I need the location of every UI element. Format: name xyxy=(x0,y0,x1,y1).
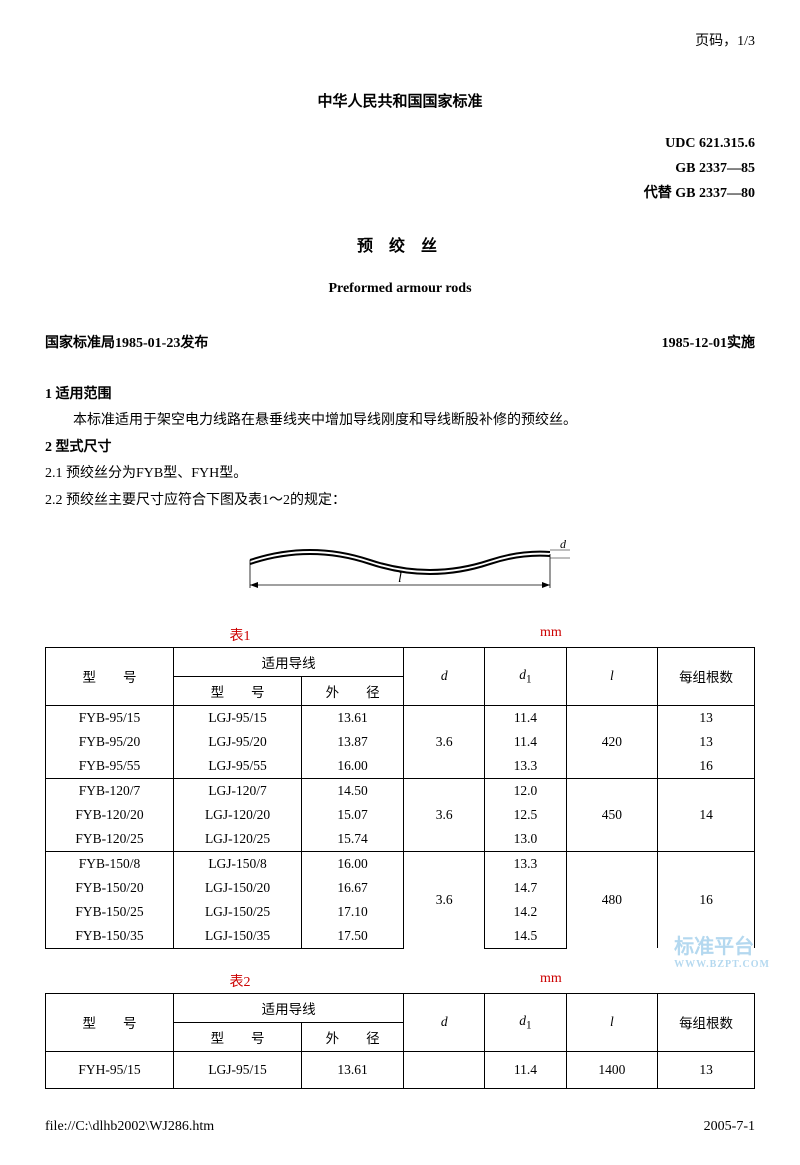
gb-code: GB 2337—85 xyxy=(45,156,755,181)
issue-row: 国家标准局1985-01-23发布 1985-12-01实施 xyxy=(45,332,755,352)
table-row: FYH-95/15 LGJ-95/15 13.61 11.4 1400 13 xyxy=(46,1051,755,1088)
issue-left: 国家标准局1985-01-23发布 xyxy=(45,332,208,352)
footer: file://C:\dlhb2002\WJ286.htm 2005-7-1 xyxy=(45,1119,755,1135)
section-1-body: 本标准适用于架空电力线路在悬垂线夹中增加导线刚度和导线断股补修的预绞丝。 xyxy=(45,408,755,435)
th-d1: d1 xyxy=(485,647,566,705)
title-en: Preformed armour rods xyxy=(45,281,755,297)
th-wire-model: 型 号 xyxy=(174,1022,302,1051)
section-1-title: 1 适用范围 xyxy=(45,382,755,409)
header-codes: UDC 621.315.6 GB 2337—85 代替 GB 2337—80 xyxy=(45,131,755,207)
table1-unit: mm xyxy=(540,625,562,645)
table-row: FYB-120/7 LGJ-120/7 14.50 3.6 12.0 450 1… xyxy=(46,778,755,803)
th-wire-model: 型 号 xyxy=(174,676,302,705)
table2: 型 号 适用导线 d d1 l 每组根数 型 号 外 径 FYH-95/15 L… xyxy=(45,993,755,1089)
table1-label-row: 表1 mm xyxy=(45,625,755,645)
fig-label-l: l xyxy=(398,571,402,586)
th-count: 每组根数 xyxy=(658,647,755,705)
th-model: 型 号 xyxy=(46,993,174,1051)
replace-code: 代替 GB 2337—80 xyxy=(45,181,755,206)
th-l: l xyxy=(566,647,658,705)
issue-right: 1985-12-01实施 xyxy=(662,332,755,352)
th-d1: d1 xyxy=(485,993,566,1051)
table-row: FYB-150/8 LGJ-150/8 16.00 3.6 13.3 480 1… xyxy=(46,851,755,876)
th-d: d xyxy=(404,647,485,705)
th-wire-od: 外 径 xyxy=(302,1022,404,1051)
table1: 型 号 适用导线 d d1 l 每组根数 型 号 外 径 FYB-95/15 L… xyxy=(45,647,755,949)
section-2-2: 2.2 预绞丝主要尺寸应符合下图及表1～2的规定： xyxy=(45,488,755,515)
page-number: 页码，1/3 xyxy=(45,30,755,50)
table-header-row: 型 号 适用导线 d d1 l 每组根数 xyxy=(46,647,755,676)
udc-code: UDC 621.315.6 xyxy=(45,131,755,156)
table-row: FYB-95/15 LGJ-95/15 13.61 3.6 11.4 420 1… xyxy=(46,705,755,730)
title-cn: 预 绞 丝 xyxy=(45,232,755,256)
header-main-title: 中华人民共和国国家标准 xyxy=(45,90,755,111)
section-2-title: 2 型式尺寸 xyxy=(45,435,755,462)
th-count: 每组根数 xyxy=(658,993,755,1051)
fig-label-d: d xyxy=(560,537,567,551)
table1-name: 表1 xyxy=(205,625,275,645)
table2-unit: mm xyxy=(540,971,562,991)
th-l: l xyxy=(566,993,658,1051)
th-d: d xyxy=(404,993,485,1051)
table2-label-row: 表2 mm xyxy=(45,971,755,991)
table2-name: 表2 xyxy=(205,971,275,991)
footer-date: 2005-7-1 xyxy=(704,1119,755,1135)
th-wire-od: 外 径 xyxy=(302,676,404,705)
th-model: 型 号 xyxy=(46,647,174,705)
th-wire: 适用导线 xyxy=(174,647,404,676)
figure-armour-rod: l d xyxy=(45,530,755,605)
th-wire: 适用导线 xyxy=(174,993,404,1022)
footer-path: file://C:\dlhb2002\WJ286.htm xyxy=(45,1119,214,1135)
table-header-row: 型 号 适用导线 d d1 l 每组根数 xyxy=(46,993,755,1022)
body-text: 1 适用范围 本标准适用于架空电力线路在悬垂线夹中增加导线刚度和导线断股补修的预… xyxy=(45,382,755,515)
section-2-1: 2.1 预绞丝分为FYB型、FYH型。 xyxy=(45,461,755,488)
